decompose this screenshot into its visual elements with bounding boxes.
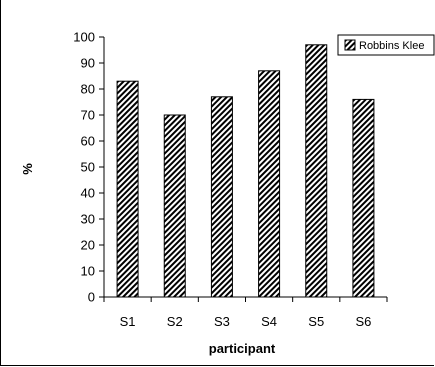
y-axis-title: % [20, 163, 35, 175]
x-tick-label: S5 [308, 314, 324, 329]
y-tick-label: 30 [81, 212, 95, 227]
bar-s2 [163, 114, 186, 298]
bar-s1 [116, 80, 139, 298]
y-axis-ticks: 0 10 20 30 40 50 60 70 80 90 100 [73, 30, 104, 305]
x-tick-label: S6 [355, 314, 371, 329]
x-tick-label: S2 [167, 314, 183, 329]
y-tick-label: 50 [81, 160, 95, 175]
y-tick-label: 60 [81, 134, 95, 149]
bars [116, 44, 375, 298]
y-tick-label: 90 [81, 56, 95, 71]
bar-s4 [258, 70, 281, 298]
bar-s6 [352, 98, 375, 298]
y-tick-label: 20 [81, 238, 95, 253]
legend: Robbins Klee [337, 34, 435, 56]
legend-swatch [344, 39, 356, 51]
bar-s5 [305, 44, 328, 298]
y-tick-label: 40 [81, 186, 95, 201]
y-tick-label: 10 [81, 264, 95, 279]
x-tick-label: S1 [120, 314, 136, 329]
legend-label: Robbins Klee [359, 40, 424, 52]
y-tick-label: 0 [88, 290, 95, 305]
y-tick-label: 70 [81, 108, 95, 123]
axes [103, 37, 387, 298]
x-axis-ticks: S1 S2 S3 S4 S5 S6 [103, 297, 388, 329]
y-tick-label: 100 [73, 30, 95, 45]
x-tick-label: S3 [214, 314, 230, 329]
y-tick-label: 80 [81, 82, 95, 97]
x-tick-label: S4 [261, 314, 277, 329]
legend-box [337, 34, 435, 56]
bar-s3 [210, 96, 233, 298]
x-axis-title: participant [209, 341, 276, 356]
